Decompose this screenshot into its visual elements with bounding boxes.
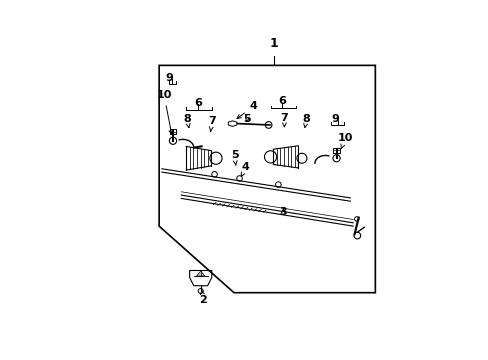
Text: 2: 2: [199, 290, 207, 305]
Bar: [169, 129, 176, 134]
Circle shape: [275, 182, 281, 187]
Text: 10: 10: [156, 90, 173, 134]
Text: 4: 4: [237, 102, 257, 118]
Circle shape: [265, 122, 271, 128]
Circle shape: [353, 232, 360, 239]
Polygon shape: [196, 271, 204, 276]
Circle shape: [354, 217, 358, 221]
Text: 8: 8: [302, 114, 310, 127]
Polygon shape: [228, 121, 236, 126]
Text: 8: 8: [183, 114, 191, 128]
Text: 5: 5: [243, 114, 250, 123]
Text: 9: 9: [164, 73, 172, 83]
Text: 5: 5: [230, 150, 238, 166]
Circle shape: [332, 155, 340, 162]
Text: 9: 9: [331, 114, 339, 123]
Text: 7: 7: [280, 113, 288, 127]
Text: 4: 4: [241, 162, 249, 176]
Bar: [332, 148, 339, 153]
Text: 7: 7: [207, 116, 215, 131]
Circle shape: [169, 137, 176, 144]
Text: 6: 6: [194, 98, 202, 108]
Circle shape: [198, 288, 203, 293]
Text: 1: 1: [269, 37, 278, 50]
Circle shape: [264, 151, 276, 163]
Circle shape: [296, 153, 306, 163]
Circle shape: [236, 176, 242, 181]
Text: 10: 10: [337, 133, 352, 149]
Circle shape: [209, 152, 222, 164]
Circle shape: [211, 172, 217, 177]
Text: 6: 6: [278, 96, 286, 107]
Text: 3: 3: [279, 207, 286, 217]
